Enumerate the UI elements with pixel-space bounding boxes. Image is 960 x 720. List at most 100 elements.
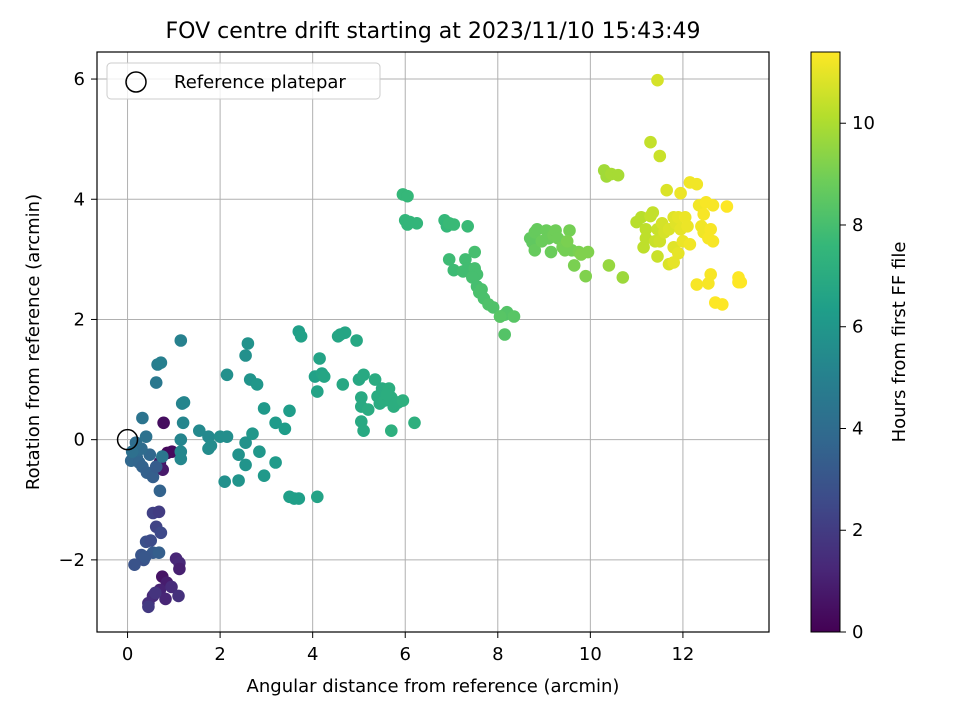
data-point [567, 259, 581, 272]
reference-platepar-marker [116, 428, 139, 451]
data-point [172, 589, 185, 603]
x-tick-label: 2 [214, 644, 225, 665]
data-point [239, 436, 252, 450]
data-point [142, 600, 155, 614]
legend-label: Reference platepar [174, 72, 346, 93]
data-point [139, 430, 153, 444]
colorbar-tick-label: 6 [852, 317, 863, 338]
data-point [355, 391, 368, 404]
chart-title: FOV centre drift starting at 2023/11/10 … [166, 19, 701, 44]
data-point [602, 259, 616, 272]
data-points [124, 73, 748, 614]
colorbar-ticks: 0 2 4 6 8 10 [840, 113, 875, 643]
data-point [152, 546, 166, 559]
data-point [193, 424, 206, 438]
data-point [581, 245, 595, 259]
y-tick-label: −2 [58, 550, 85, 571]
data-point [292, 492, 306, 505]
data-point [674, 186, 687, 200]
x-tick-label: 10 [579, 644, 602, 665]
data-point [468, 245, 482, 259]
data-point [136, 411, 149, 425]
data-point [138, 550, 152, 564]
colorbar-tick-label: 2 [852, 520, 863, 541]
data-point [220, 368, 234, 382]
data-point [257, 402, 271, 415]
data-point [149, 586, 162, 600]
data-point [716, 298, 729, 311]
colorbar-tick-label: 0 [852, 622, 863, 643]
data-point [294, 330, 308, 343]
y-tick-label: 4 [74, 189, 85, 210]
data-point [528, 244, 542, 257]
x-tick-label: 4 [307, 644, 318, 665]
data-point [283, 404, 296, 418]
data-point [253, 445, 266, 459]
data-point [683, 238, 697, 251]
data-point [507, 310, 521, 323]
data-point [336, 378, 350, 391]
legend: Reference platepar [106, 62, 381, 100]
data-point [269, 456, 282, 469]
data-point [660, 183, 673, 197]
data-point [442, 253, 456, 266]
data-point [697, 208, 710, 221]
data-point [257, 469, 271, 483]
data-point [157, 416, 170, 430]
data-point [720, 200, 734, 213]
data-point [239, 458, 252, 472]
colorbar-tick-label: 10 [852, 113, 875, 134]
data-point [311, 490, 324, 504]
data-point [732, 275, 745, 289]
data-point [149, 460, 163, 474]
data-point [653, 149, 667, 163]
data-point [278, 422, 292, 436]
y-tick-label: 0 [74, 430, 85, 451]
y-axis-ticks: −2 0 2 4 6 [58, 69, 97, 571]
data-point [317, 370, 331, 383]
data-point [401, 189, 414, 203]
data-point [530, 223, 544, 236]
data-point [269, 416, 282, 430]
data-point [681, 220, 694, 233]
x-tick-label: 8 [492, 644, 503, 665]
data-point [357, 368, 370, 382]
data-point [447, 263, 461, 277]
x-tick-label: 12 [671, 644, 694, 665]
data-point [704, 223, 717, 236]
data-point [651, 250, 664, 263]
data-point [246, 427, 259, 441]
y-tick-label: 6 [74, 69, 85, 90]
data-point [153, 484, 167, 498]
data-point [498, 328, 512, 341]
data-point [447, 218, 461, 231]
data-point [331, 330, 345, 343]
data-point [408, 416, 421, 430]
data-point [486, 301, 500, 314]
plot-frame [96, 51, 770, 633]
data-point [357, 424, 370, 438]
data-point [350, 334, 363, 347]
data-point [690, 177, 704, 191]
data-point [174, 433, 188, 447]
data-point [368, 373, 382, 386]
colorbar-tick-label: 4 [852, 418, 863, 439]
x-tick-label: 6 [400, 644, 411, 665]
data-point [128, 558, 141, 571]
data-point [461, 220, 475, 233]
x-axis-label: Angular distance from reference (arcmin) [247, 676, 620, 697]
x-tick-label: 0 [122, 644, 133, 665]
legend-box [106, 62, 381, 100]
data-point [380, 388, 394, 401]
data-point [396, 394, 410, 407]
data-point [616, 271, 630, 284]
data-point [202, 442, 215, 456]
data-point [174, 452, 188, 466]
data-point [144, 534, 157, 547]
data-point [149, 376, 163, 389]
data-point [232, 448, 245, 462]
data-point [174, 334, 188, 347]
data-point [639, 223, 653, 236]
data-point [311, 385, 324, 398]
